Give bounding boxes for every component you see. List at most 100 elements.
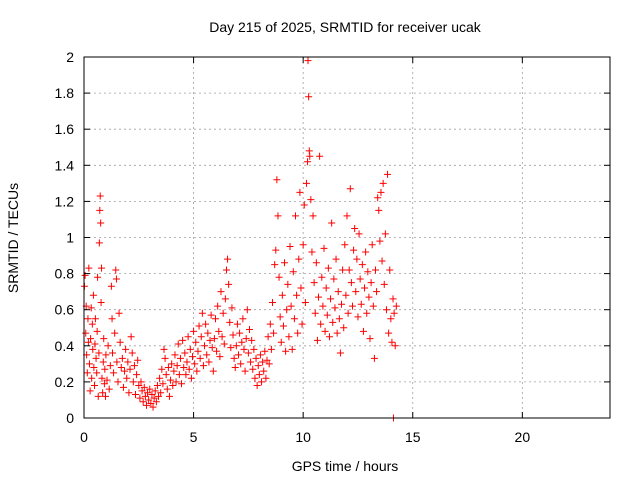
data-point — [352, 288, 360, 296]
data-point — [350, 246, 358, 254]
data-point — [267, 345, 275, 353]
data-point — [317, 320, 325, 328]
y-axis-label: SRMTID / TECUs — [5, 183, 21, 293]
data-point — [357, 300, 365, 308]
data-point — [204, 329, 212, 337]
data-point — [359, 327, 367, 335]
data-point — [385, 329, 393, 337]
data-point — [91, 315, 99, 323]
data-point — [121, 367, 129, 375]
data-point — [147, 400, 155, 408]
data-point — [95, 349, 103, 357]
data-point — [98, 374, 106, 382]
data-point — [297, 284, 305, 292]
data-point — [217, 288, 225, 296]
data-point — [279, 322, 287, 330]
data-point — [333, 329, 341, 337]
data-point — [374, 194, 382, 202]
data-point — [139, 398, 147, 406]
data-point — [83, 369, 91, 377]
data-point — [173, 362, 181, 370]
data-point — [301, 298, 309, 306]
data-point — [133, 371, 141, 379]
data-point — [130, 362, 138, 370]
axis-ticks: 00.20.40.60.811.21.41.61.820 5 10 15 20 — [55, 49, 610, 445]
data-point — [242, 335, 250, 343]
data-point — [104, 342, 112, 350]
data-point — [355, 230, 363, 238]
data-point — [94, 273, 102, 281]
data-point — [358, 261, 366, 269]
data-point — [101, 365, 109, 373]
data-point — [353, 255, 361, 263]
data-point — [271, 261, 279, 269]
data-point — [354, 313, 362, 321]
data-point — [386, 266, 394, 274]
data-point — [124, 358, 132, 366]
data-point — [266, 320, 274, 328]
data-point — [202, 320, 210, 328]
data-point — [89, 291, 97, 299]
data-point — [101, 392, 109, 400]
data-point — [236, 329, 244, 337]
data-point — [291, 212, 299, 220]
data-point — [88, 374, 96, 382]
x-tick-label: 0 — [80, 429, 88, 445]
data-point — [100, 335, 108, 343]
data-point — [221, 295, 229, 303]
data-point — [93, 369, 101, 377]
data-point — [308, 248, 316, 256]
data-point — [81, 271, 89, 279]
data-point — [235, 351, 243, 359]
data-point — [363, 309, 371, 317]
data-point — [115, 309, 123, 317]
data-point — [296, 188, 304, 196]
data-point — [85, 264, 93, 272]
data-point — [342, 291, 350, 299]
data-point — [344, 309, 352, 317]
data-point — [93, 327, 101, 335]
data-point — [98, 264, 106, 272]
data-point — [315, 293, 323, 301]
data-point — [294, 329, 302, 337]
data-point — [254, 362, 262, 370]
data-point — [347, 279, 355, 287]
y-tick-label: 0.4 — [55, 338, 75, 354]
data-point — [228, 304, 236, 312]
data-point — [284, 280, 292, 288]
data-point — [208, 344, 216, 352]
data-point — [84, 338, 92, 346]
data-point — [380, 280, 388, 288]
data-point — [145, 396, 153, 404]
data-point — [366, 335, 374, 343]
data-point — [140, 383, 148, 391]
data-point — [210, 335, 218, 343]
data-point — [91, 382, 99, 390]
data-point — [172, 378, 180, 386]
data-point — [339, 266, 347, 274]
y-tick-label: 0.8 — [55, 266, 75, 282]
data-point — [388, 338, 396, 346]
data-point — [247, 358, 255, 366]
data-point — [97, 298, 105, 306]
data-point — [92, 354, 100, 362]
data-point — [338, 300, 346, 308]
data-point — [117, 363, 125, 371]
data-point — [86, 387, 94, 395]
data-point — [299, 241, 307, 249]
data-point — [239, 315, 247, 323]
data-point — [351, 224, 359, 232]
data-point — [190, 327, 198, 335]
y-tick-label: 0.2 — [55, 374, 75, 390]
data-point — [320, 244, 328, 252]
data-point — [187, 374, 195, 382]
data-point — [102, 351, 110, 359]
data-point — [158, 365, 166, 373]
data-point — [137, 378, 145, 386]
data-point — [230, 354, 238, 362]
data-point — [263, 356, 271, 364]
chart-title: Day 215 of 2025, SRMTID for receiver uca… — [209, 19, 482, 35]
data-point — [163, 385, 171, 393]
data-point — [171, 351, 179, 359]
data-point — [168, 360, 176, 368]
